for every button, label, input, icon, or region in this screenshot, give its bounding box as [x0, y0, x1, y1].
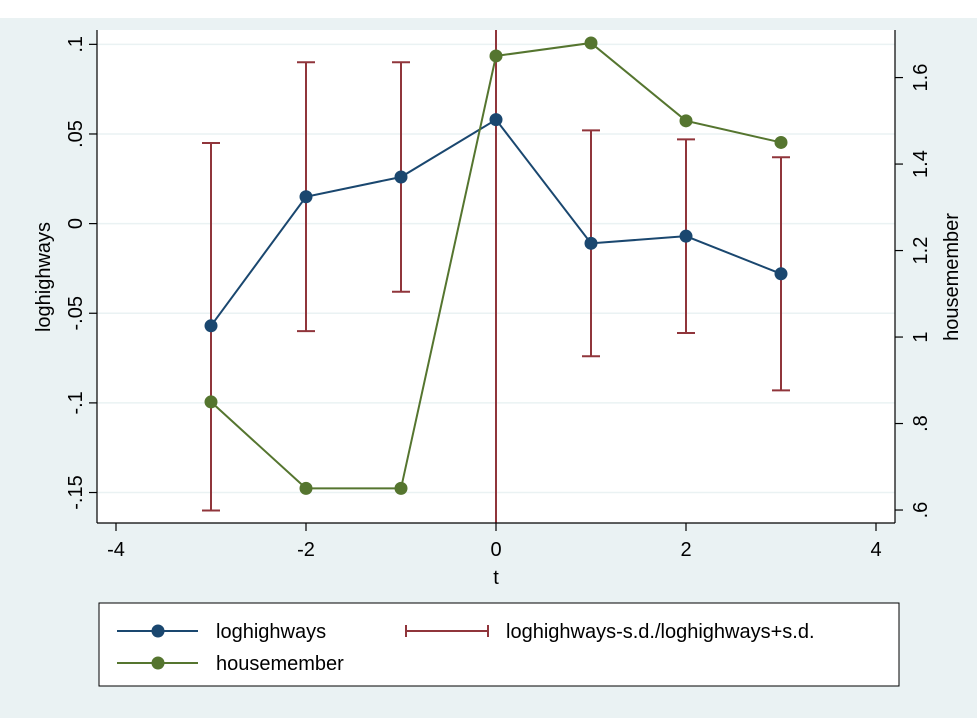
- housemember-point-4: [584, 36, 598, 50]
- legend-box: [98, 602, 900, 687]
- y-right-tick-label-4: 1.4: [910, 150, 932, 178]
- housemember-point-3: [489, 49, 503, 63]
- y-right-tick-label-5: 1.6: [910, 64, 932, 92]
- loghighways-point-0: [204, 319, 218, 333]
- y-axis-left-title: loghighways: [33, 222, 55, 332]
- x-axis-title: t: [493, 567, 499, 589]
- line-series: [204, 36, 788, 495]
- loghighways-point-4: [584, 236, 598, 250]
- x-tick-label-3: 2: [680, 539, 691, 561]
- y-right-tick-label-0: .6: [910, 502, 932, 519]
- loghighways-point-3: [489, 113, 503, 127]
- legend-label-housemember: housemember: [216, 653, 344, 675]
- x-tick-label-4: 4: [870, 539, 881, 561]
- housemember-point-0: [204, 395, 218, 409]
- y-right-tick-label-1: .8: [910, 415, 932, 432]
- housemember-point-5: [679, 114, 693, 128]
- y-left-tick-label-2: -.05: [65, 296, 87, 330]
- x-tick-label-1: -2: [297, 539, 315, 561]
- y-left-tick-label-1: -.1: [65, 391, 87, 414]
- y-left-tick-label-0: -.15: [65, 475, 87, 509]
- x-tick-label-0: -4: [107, 539, 125, 561]
- loghighways-point-2: [394, 170, 408, 184]
- housemember-point-6: [774, 135, 788, 149]
- housemember-point-1: [299, 481, 313, 495]
- loghighways-point-1: [299, 190, 313, 204]
- legend-label-errorbar: loghighways-s.d./loghighways+s.d.: [506, 621, 815, 643]
- y-right-tick-label-3: 1.2: [910, 237, 932, 265]
- axes: -4 -2 0 2 4 -.15 -.1 -.05 0 .05 .1 .6 .8 1 1.2 1.4 1.6: [65, 30, 932, 561]
- legend-swatch-housemember-marker: [151, 656, 165, 670]
- legend: loghighways loghighways-s.d./loghighways…: [98, 602, 900, 687]
- legend-swatch-loghighways-marker: [151, 624, 165, 638]
- y-axis-right-title: housemember: [941, 213, 963, 341]
- y-right-tick-label-2: 1: [910, 331, 932, 342]
- y-left-tick-label-5: .1: [65, 36, 87, 53]
- title-strip: [0, 0, 977, 18]
- legend-label-loghighways: loghighways: [216, 621, 326, 643]
- y-left-tick-label-4: .05: [65, 120, 87, 148]
- x-tick-label-2: 0: [490, 539, 501, 561]
- y-left-tick-label-3: 0: [65, 218, 87, 229]
- loghighways-point-5: [679, 229, 693, 243]
- housemember-point-2: [394, 481, 408, 495]
- loghighways-point-6: [774, 267, 788, 281]
